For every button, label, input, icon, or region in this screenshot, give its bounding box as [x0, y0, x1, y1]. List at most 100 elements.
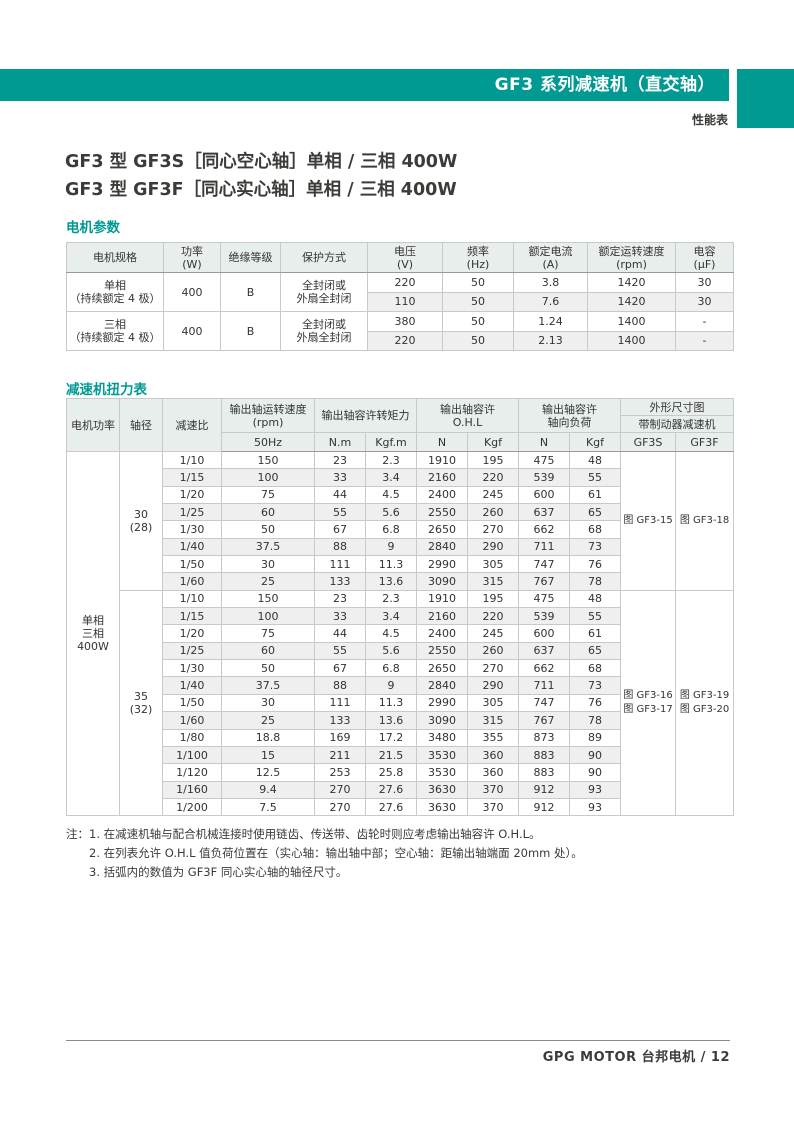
value-cell: 3.4 [365, 468, 417, 487]
torque-row: 1/20 75 44 4.5 2400 245 600 61 [67, 485, 734, 505]
section-title-torque-table: 减速机扭力表 [66, 382, 147, 398]
ratio-cell: 1/160 [162, 780, 222, 799]
value-cell: 55 [314, 641, 366, 661]
value-cell: 767 [518, 711, 570, 730]
value-cell: 133 [314, 711, 366, 730]
value-cell: 30 [675, 272, 734, 293]
value-cell: 2650 [416, 659, 468, 678]
value-cell: 90 [569, 763, 621, 782]
torque-table: 电机功率 轴径 减速比 输出轴运转速度 (rpm) 输出轴容许转矩力 输出轴容许… [66, 398, 734, 817]
ratio-cell: 1/40 [162, 676, 222, 695]
value-cell: 12.5 [221, 763, 315, 782]
value-cell: 68 [569, 520, 621, 539]
value-cell: 133 [314, 572, 366, 591]
ratio-cell: 1/50 [162, 555, 222, 574]
value-cell: 78 [569, 711, 621, 730]
footer-brand-page-number: GPG MOTOR 台邦电机 / 12 [542, 1050, 730, 1065]
value-cell: 27.6 [365, 780, 417, 799]
motor-header-row: 电机规格 功率 (W) 绝缘等级 保护方式 电压 (V) 频率 (Hz) 额定电流 (A) 额… [66, 242, 734, 273]
value-cell: 11.3 [365, 693, 417, 713]
value-cell: 30 [221, 693, 315, 713]
note-line-2: 2. 在列表允许 O.H.L 值负荷位置在（实心轴：输出轴中部；空心轴：距输出轴… [89, 846, 583, 860]
value-cell: 711 [518, 676, 570, 695]
subheader-axial-n: N [518, 432, 570, 452]
value-cell: 260 [467, 503, 519, 522]
value-cell: 2.3 [365, 589, 417, 609]
value-cell: 25 [221, 572, 315, 591]
value-cell: 220 [367, 272, 443, 293]
col-header-torque: 输出轴容许转矩力 [314, 398, 417, 433]
motor-param-row: 三相 （持续额定 4 极） 400 B 全封闭或 外扇全封闭 380 50 1.24 1400… [66, 311, 734, 351]
shaft-dia-cell: 35 (32) [119, 589, 163, 817]
value-cell: 67 [314, 520, 366, 539]
value-cell: 270 [314, 780, 366, 799]
value-cell: 76 [569, 693, 621, 713]
value-cell: 150 [221, 450, 315, 470]
value-cell: 65 [569, 641, 621, 661]
column-header: 保护方式 [280, 242, 368, 273]
torque-header-row-2: 带制动器减速机 [67, 415, 734, 433]
value-cell: 4.5 [365, 624, 417, 643]
column-header: 电机规格 [66, 242, 164, 273]
column-header: 电容 (µF) [675, 242, 734, 273]
torque-row: 1/50 30 111 11.3 2990 305 747 76 [67, 693, 734, 713]
torque-row: 单相 三相 400W 30 (28) 1/10 150 23 2.3 1910 195 475 4… [66, 450, 734, 817]
motor-spec-cell: 三相 （持续额定 4 极） [66, 311, 164, 351]
motor-params-table: 电机规格 功率 (W) 绝缘等级 保护方式 电压 (V) 频率 (Hz) 额定电流 (A) 额… [66, 242, 734, 351]
ratio-cell: 1/10 [162, 589, 222, 609]
value-cell: 245 [467, 485, 519, 505]
value-cell: 44 [314, 624, 366, 643]
value-cell: 48 [569, 450, 621, 470]
value-cell: 7.5 [221, 797, 315, 817]
column-header: 频率 (Hz) [442, 242, 514, 273]
notes-items: 1. 在减速机轴与配合机械连接时使用链齿、传送带、齿轮时则应考虑输出轴容许 O.… [89, 825, 583, 882]
shaft-dia-cell: 30 (28) [119, 451, 163, 591]
value-cell: 883 [518, 745, 570, 765]
value-cell: 315 [467, 711, 519, 730]
ratio-cell: 1/200 [162, 797, 222, 817]
torque-row: 1/60 25 133 13.6 3090 315 767 78 [67, 711, 734, 730]
value-cell: 370 [467, 797, 519, 817]
value-cell: 2160 [416, 607, 468, 626]
ratio-cell: 1/25 [162, 503, 222, 522]
value-cell: 25.8 [365, 763, 417, 782]
value-cell: 73 [569, 537, 621, 557]
value-cell: 50 [442, 272, 514, 293]
ratio-cell: 1/40 [162, 537, 222, 557]
value-cell: 18.8 [221, 728, 315, 747]
value-cell: 150 [221, 589, 315, 609]
value-cell: 1400 [587, 311, 676, 332]
ratio-cell: 1/60 [162, 711, 222, 730]
value-cell: 50 [442, 291, 514, 312]
value-cell: 5.6 [365, 503, 417, 522]
torque-row: 1/20 75 44 4.5 2400 245 600 61 [67, 624, 734, 643]
value-cell: 767 [518, 572, 570, 591]
col-header-brake-reducer: 带制动器减速机 [620, 415, 734, 433]
value-cell: 48 [569, 589, 621, 609]
value-cell: 355 [467, 728, 519, 747]
col-header-ohl: 输出轴容许 O.H.L [416, 398, 519, 433]
ratio-cell: 1/80 [162, 728, 222, 747]
figure-ref-gf3s-cell: 图 GF3-16 图 GF3-17 [620, 589, 676, 817]
value-cell: 539 [518, 468, 570, 487]
torque-row: 1/60 25 133 13.6 3090 315 767 78 [67, 572, 734, 591]
figure-ref-gf3f-cell: 图 GF3-18 [675, 451, 734, 591]
value-cell: 50 [442, 311, 514, 332]
value-cell: 75 [221, 485, 315, 505]
value-cell: 360 [467, 763, 519, 782]
motor-param-row: 220 50 2.13 1400- [67, 330, 734, 351]
value-cell: 25 [221, 711, 315, 730]
value-cell: 912 [518, 780, 570, 799]
value-cell: 1420 [587, 272, 676, 293]
value-cell: 600 [518, 485, 570, 505]
notes-label: 注： [66, 827, 89, 841]
ratio-cell: 1/25 [162, 641, 222, 661]
ratio-cell: 1/15 [162, 607, 222, 626]
page-titles: GF3 型 GF3S［同心空心轴］单相 / 三相 400W GF3 型 GF3F… [65, 148, 457, 204]
value-cell: 88 [314, 537, 366, 557]
section-title-motor-params: 电机参数 [66, 220, 120, 236]
value-cell: 662 [518, 659, 570, 678]
value-cell: 270 [467, 659, 519, 678]
value-cell: 23 [314, 450, 366, 470]
ratio-cell: 1/50 [162, 693, 222, 713]
